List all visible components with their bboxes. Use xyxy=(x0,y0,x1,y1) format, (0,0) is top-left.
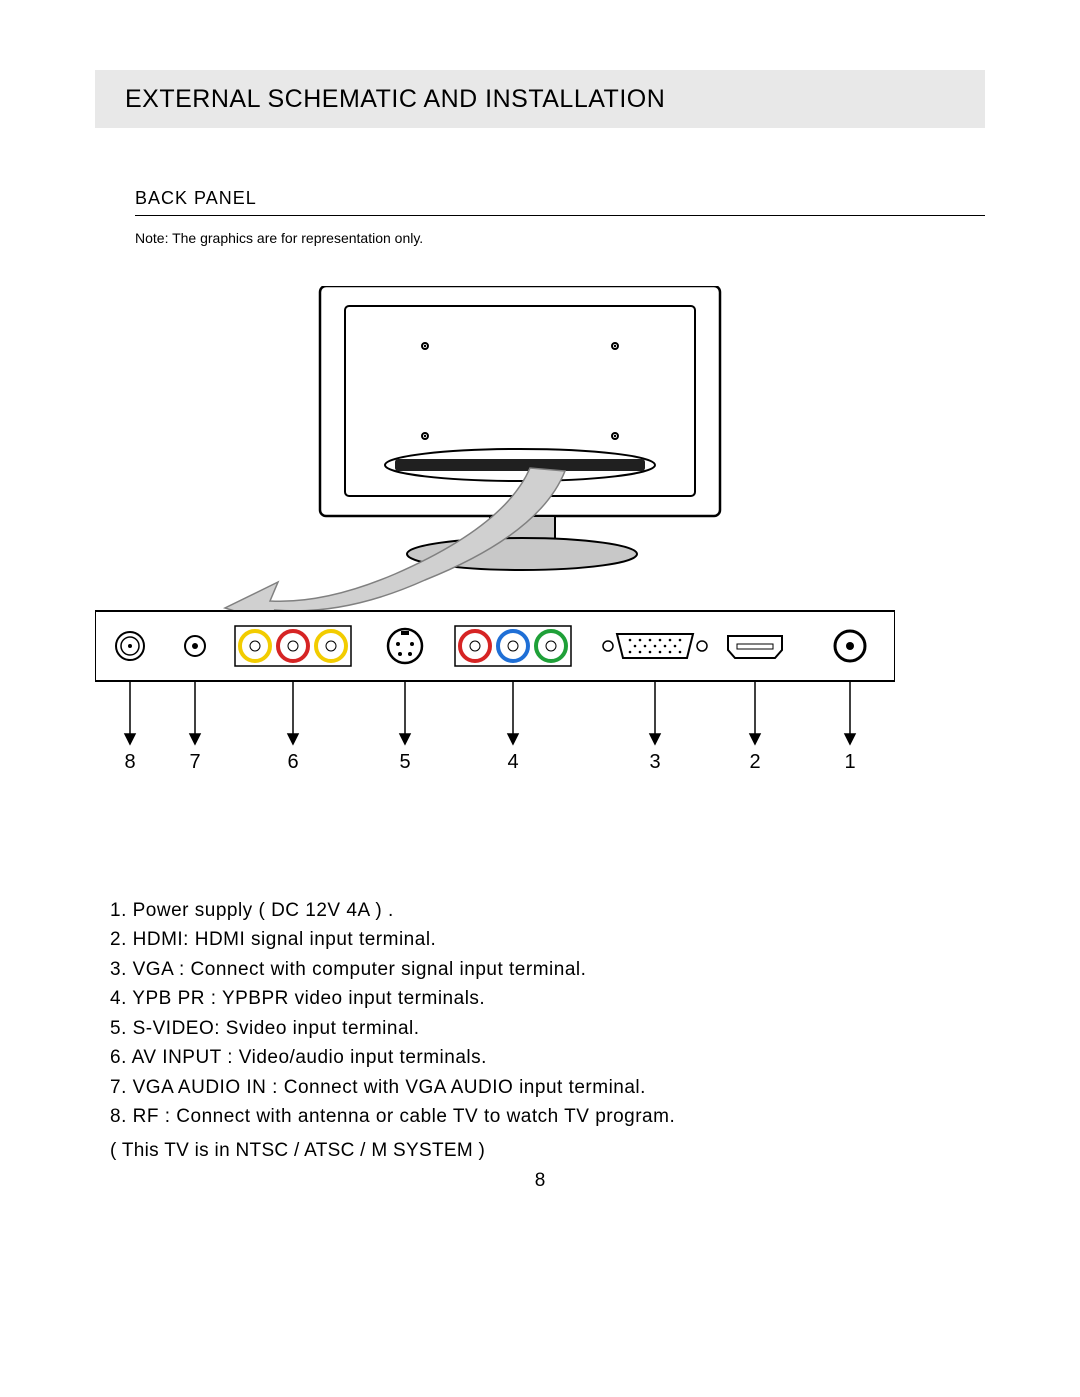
desc-line: 7. VGA AUDIO IN : Connect with VGA AUDIO… xyxy=(110,1073,985,1102)
port-descriptions: 1. Power supply ( DC 12V 4A ) . 2. HDMI:… xyxy=(110,896,985,1165)
port-hdmi xyxy=(728,636,782,658)
callout-num: 8 xyxy=(124,751,135,773)
callout-num: 4 xyxy=(507,751,518,773)
desc-line: 2. HDMI: HDMI signal input terminal. xyxy=(110,925,985,954)
callout-num: 2 xyxy=(749,751,760,773)
desc-line: 1. Power supply ( DC 12V 4A ) . xyxy=(110,896,985,925)
callout-num: 3 xyxy=(649,751,660,773)
callout-num: 1 xyxy=(844,751,855,773)
section-underline xyxy=(135,215,985,216)
page-number: 8 xyxy=(0,1170,1080,1192)
desc-line: 8. RF : Connect with antenna or cable TV… xyxy=(110,1102,985,1131)
desc-line: 4. YPB PR : YPBPR video input terminals. xyxy=(110,984,985,1013)
callout-num: 6 xyxy=(287,751,298,773)
desc-line: 5. S-VIDEO: Svideo input terminal. xyxy=(110,1014,985,1043)
desc-line: 6. AV INPUT : Video/audio input terminal… xyxy=(110,1043,985,1072)
callouts: 8 7 6 5 4 3 2 1 xyxy=(124,681,855,773)
back-panel-diagram: 8 7 6 5 4 3 2 1 xyxy=(95,286,985,846)
callout-num: 5 xyxy=(399,751,410,773)
page-title: EXTERNAL SCHEMATIC AND INSTALLATION xyxy=(125,85,665,114)
note-text: Note: The graphics are for representatio… xyxy=(135,230,985,246)
callout-num: 7 xyxy=(189,751,200,773)
section-header: BACK PANEL xyxy=(135,188,985,209)
desc-line: 3. VGA : Connect with computer signal in… xyxy=(110,955,985,984)
title-bar: EXTERNAL SCHEMATIC AND INSTALLATION xyxy=(95,70,985,128)
system-note: ( This TV is in NTSC / ATSC / M SYSTEM ) xyxy=(110,1136,985,1165)
